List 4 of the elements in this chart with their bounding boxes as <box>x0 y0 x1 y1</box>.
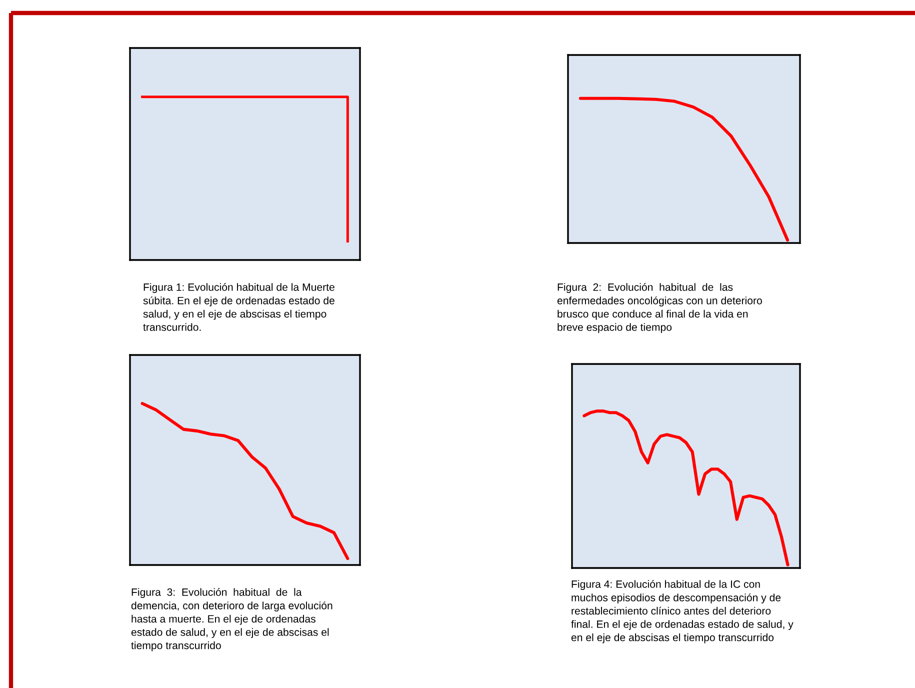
text: Figura 2: Evolución habitual de las enfermedades oncológicas con un deterioro brusco que conduce al final de la vida en breve espacio de tiempo <box>557 283 762 333</box>
text: Figura 4: Evolución habitual de la IC con muchos episodios de descompensación y de restablecimiento clínico antes del deterioro final. En el eje de ordenadas estado de salud, y en el eje de abscisas el tiempo transcurrido <box>571 580 794 644</box>
text: Figura 1: Evolución habitual de la Muerte súbita. En el eje de ordenadas estado de salud, y en el eje de abscisas el tiempo transcurrido. <box>143 283 334 331</box>
text: Figura 3: Evolución habitual de la demencia, con deterioro de larga evolución hasta a muerte. En el eje de ordenadas estado de salud, y en el eje de abscisas el tiempo transcurrido <box>131 588 332 652</box>
